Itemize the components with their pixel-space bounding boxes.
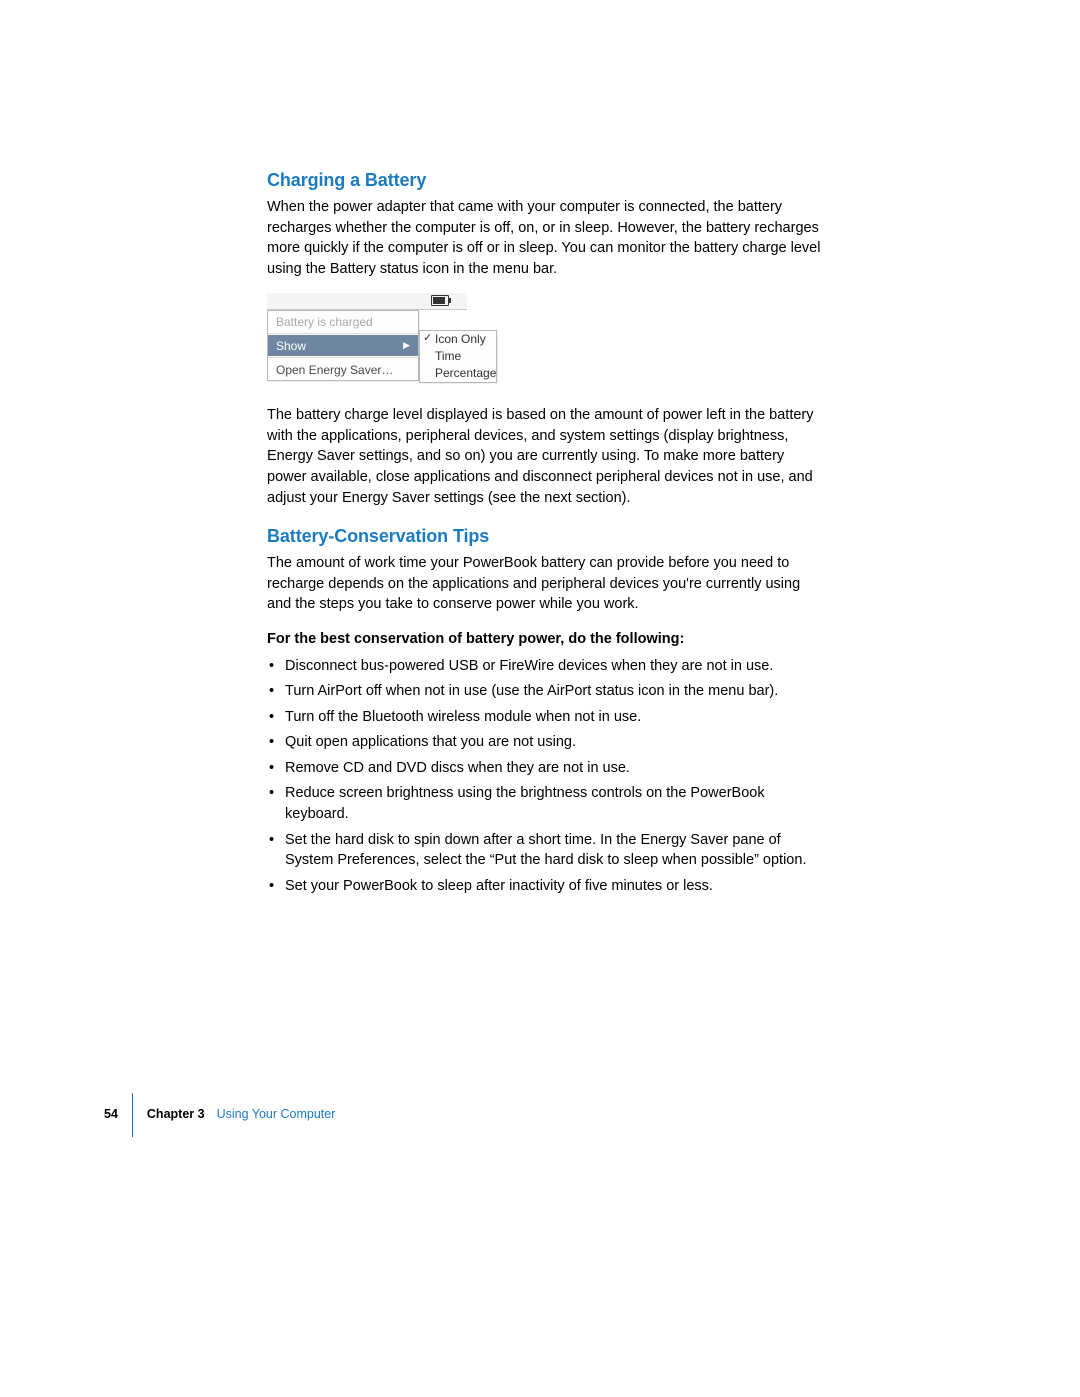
menu-item-show-label: Show [276,339,306,353]
page: Charging a Battery When the power adapte… [0,0,1080,1397]
heading-charging-battery: Charging a Battery [267,170,827,191]
list-item: Remove CD and DVD discs when they are no… [281,758,827,779]
submenu-item-icon-only[interactable]: Icon Only [420,331,496,348]
list-item: Set the hard disk to spin down after a s… [281,830,827,871]
menu-item-status-label: Battery is charged [276,315,373,329]
list-item: Reduce screen brightness using the brigh… [281,783,827,824]
page-footer: 54 Chapter 3 Using Your Computer [104,1107,335,1137]
submenu-arrow-icon: ▶ [403,340,410,351]
menu-item-open-label: Open Energy Saver… [276,363,393,377]
chapter-title: Using Your Computer [217,1107,336,1121]
page-number: 54 [104,1107,132,1137]
battery-fill [433,297,445,304]
para-conservation-1: The amount of work time your PowerBook b… [267,553,827,615]
list-item: Quit open applications that you are not … [281,732,827,753]
heading-battery-conservation: Battery-Conservation Tips [267,526,827,547]
para-charging-2: The battery charge level displayed is ba… [267,405,827,508]
conservation-bullet-list: Disconnect bus-powered USB or FireWire d… [267,656,827,897]
list-item: Disconnect bus-powered USB or FireWire d… [281,656,827,677]
list-item: Turn off the Bluetooth wireless module w… [281,707,827,728]
menu-item-show[interactable]: Show ▶ [268,335,418,356]
menu-item-status: Battery is charged [268,311,418,332]
battery-menu-figure: Battery is charged Show ▶ Open Energy Sa… [267,293,827,383]
menu-wrap: Battery is charged Show ▶ Open Energy Sa… [267,310,827,383]
submenu-item-time[interactable]: Time [420,348,496,365]
battery-menu-panel: Battery is charged Show ▶ Open Energy Sa… [267,310,419,381]
menu-item-open-energy-saver[interactable]: Open Energy Saver… [268,359,418,380]
show-submenu-panel: Icon Only Time Percentage [419,330,497,383]
list-item: Turn AirPort off when not in use (use th… [281,681,827,702]
main-content: Charging a Battery When the power adapte… [267,170,827,901]
para-conservation-bold: For the best conservation of battery pow… [267,629,827,650]
menubar [267,293,467,310]
battery-status-icon[interactable] [431,295,449,306]
menu-separator [268,333,418,334]
footer-separator [132,1093,133,1137]
chapter-label: Chapter 3 [147,1107,217,1121]
list-item: Set your PowerBook to sleep after inacti… [281,876,827,897]
para-charging-1: When the power adapter that came with yo… [267,197,827,279]
menu-separator [268,357,418,358]
footer-line: Chapter 3 Using Your Computer [147,1107,335,1137]
submenu-item-percentage[interactable]: Percentage [420,365,496,382]
